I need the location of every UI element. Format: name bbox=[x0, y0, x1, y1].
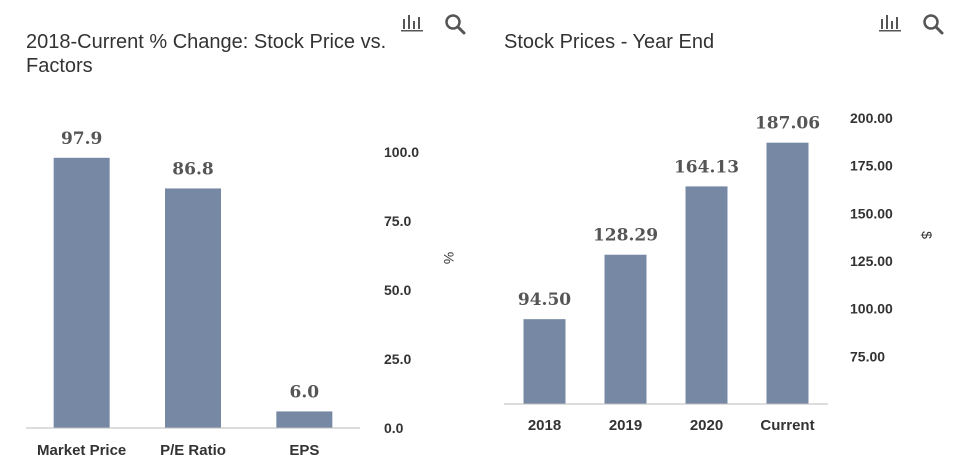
category-label-0: 2018 bbox=[528, 417, 561, 434]
bar-chart-icon[interactable] bbox=[878, 13, 902, 33]
data-label-1: 128.29 bbox=[593, 226, 658, 246]
chart1-title: 2018-Current % Change: Stock Price vs. F… bbox=[26, 30, 386, 78]
data-label-0: 94.50 bbox=[518, 290, 571, 310]
y-tick-label-5: 200.00 bbox=[850, 110, 893, 126]
bar-2[interactable] bbox=[685, 186, 728, 404]
category-label-1: P/E Ratio bbox=[160, 442, 226, 459]
category-label-2: EPS bbox=[289, 442, 319, 459]
chart2-svg: 94.50 2018 128.29 2019 164.13 2020 187.06 Curre… bbox=[504, 110, 935, 434]
y-tick-label-4: 100.0 bbox=[384, 144, 419, 160]
bar-chart-icon[interactable] bbox=[400, 13, 424, 33]
bar-1[interactable] bbox=[604, 254, 647, 404]
category-label-1: 2019 bbox=[609, 417, 642, 434]
bar-3[interactable] bbox=[766, 142, 809, 404]
bar-0[interactable] bbox=[523, 319, 566, 404]
data-label-1: 86.8 bbox=[172, 159, 213, 179]
category-label-3: Current bbox=[760, 417, 814, 434]
chart1-title-line1: 2018-Current % Change: Stock Price vs. bbox=[26, 31, 387, 53]
chart2-title-line1: Stock Prices - Year End bbox=[504, 31, 715, 53]
y-tick-label-1: 100.00 bbox=[850, 301, 893, 317]
chart1-svg: 97.9 Market Price 86.8 P/E Ratio 6.0 EPS 0.0 2… bbox=[26, 129, 457, 459]
bar-2[interactable] bbox=[276, 411, 333, 428]
search-icon[interactable] bbox=[444, 13, 466, 35]
y-tick-label-0: 75.00 bbox=[850, 348, 885, 364]
bar-0[interactable] bbox=[53, 157, 110, 428]
data-label-0: 97.9 bbox=[61, 129, 102, 149]
chart2-y-axis-title: $ bbox=[919, 231, 935, 239]
search-icon[interactable] bbox=[922, 13, 944, 35]
data-label-2: 164.13 bbox=[674, 157, 739, 177]
y-tick-label-1: 25.0 bbox=[384, 351, 411, 367]
data-label-2: 6.0 bbox=[290, 382, 320, 402]
y-tick-label-3: 75.0 bbox=[384, 213, 411, 229]
chart1-title-line2: Factors bbox=[26, 55, 93, 77]
y-tick-label-2: 125.00 bbox=[850, 253, 893, 269]
bar-1[interactable] bbox=[165, 188, 221, 428]
category-label-2: 2020 bbox=[690, 417, 723, 434]
chart1-y-axis-title: % bbox=[441, 252, 457, 264]
category-label-0: Market Price bbox=[37, 442, 126, 459]
y-tick-label-0: 0.0 bbox=[384, 420, 404, 436]
y-tick-label-3: 150.00 bbox=[850, 205, 893, 221]
data-label-3: 187.06 bbox=[755, 114, 820, 134]
y-tick-label-2: 50.0 bbox=[384, 282, 411, 298]
y-tick-label-4: 175.00 bbox=[850, 158, 893, 174]
chart2-title: Stock Prices - Year End bbox=[504, 30, 714, 54]
